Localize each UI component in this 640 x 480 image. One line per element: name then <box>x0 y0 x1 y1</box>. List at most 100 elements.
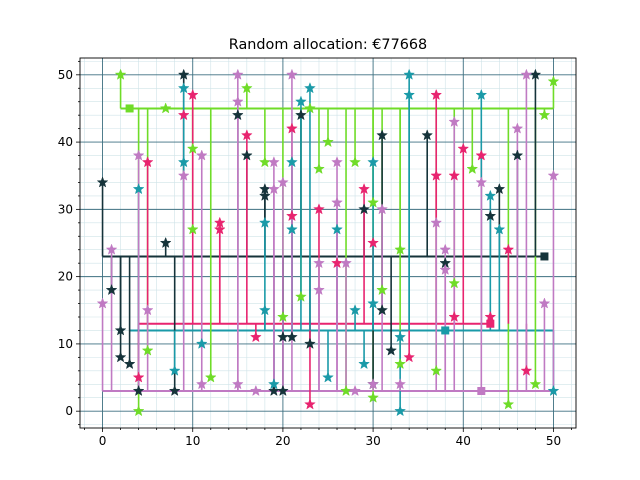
axes: 0 10 20 30 40 50 0 10 20 30 40 50 <box>58 57 577 448</box>
customer-star-marker <box>322 135 334 148</box>
customer-star-marker <box>177 82 190 94</box>
customer-star-marker <box>177 68 190 80</box>
customer-star-marker <box>457 142 470 154</box>
customer-star-marker <box>295 108 307 121</box>
customer-star-marker <box>304 82 316 94</box>
customer-star-marker <box>430 169 443 181</box>
customer-star-marker <box>511 122 524 134</box>
customer-star-marker <box>267 384 280 397</box>
customer-star-marker <box>304 102 316 114</box>
customer-star-marker <box>105 243 118 255</box>
customer-star-marker <box>186 88 199 101</box>
customer-star-marker <box>267 182 280 195</box>
customer-star-marker <box>159 236 172 249</box>
customer-star-marker <box>511 149 524 161</box>
customer-star-marker <box>267 378 280 390</box>
customer-star-marker <box>358 203 370 215</box>
x-tick-label: 0 <box>99 434 107 448</box>
customer-star-marker <box>376 304 389 316</box>
y-tick-label: 10 <box>58 337 73 351</box>
customer-star-marker <box>114 68 127 80</box>
customer-star-marker <box>295 290 307 302</box>
customer-star-marker <box>421 129 434 141</box>
customer-star-marker <box>493 223 506 235</box>
customer-star-marker <box>547 384 560 397</box>
customer-star-marker <box>376 129 389 141</box>
customer-star-marker <box>448 310 461 323</box>
customer-star-marker <box>204 371 217 383</box>
customer-star-marker <box>231 68 244 80</box>
customer-star-marker <box>430 88 443 101</box>
customer-star-marker <box>195 149 208 161</box>
customer-star-marker <box>96 176 109 188</box>
axes-frame <box>79 57 577 429</box>
customer-star-marker <box>286 122 298 134</box>
customer-star-marker <box>240 129 253 141</box>
customer-star-marker <box>304 398 316 410</box>
customer-star-marker <box>439 243 452 255</box>
customer-star-marker <box>114 351 127 363</box>
customer-star-marker <box>475 176 488 188</box>
facility-marker <box>477 387 486 395</box>
customer-star-marker <box>286 68 298 80</box>
customer-star-marker <box>267 156 280 168</box>
customer-star-marker <box>367 236 379 249</box>
customer-star-marker <box>231 378 244 390</box>
customer-star-marker <box>304 337 316 349</box>
customer-star-marker <box>168 384 181 397</box>
customer-star-marker <box>430 364 443 376</box>
customer-star-marker <box>249 384 262 397</box>
customer-star-marker <box>394 378 407 390</box>
customer-star-marker <box>240 82 253 94</box>
chart-title: Random allocation: €77668 <box>229 37 427 53</box>
customer-star-marker <box>159 102 172 114</box>
customer-star-marker <box>132 182 145 195</box>
facility-marker <box>486 319 495 328</box>
customer-star-marker <box>141 304 154 316</box>
customer-star-marker <box>529 378 542 390</box>
customer-star-marker <box>286 223 298 235</box>
customer-star-marker <box>520 68 533 80</box>
customer-star-marker <box>484 310 497 323</box>
customer-star-marker <box>96 297 109 309</box>
x-tick-label: 30 <box>365 434 380 448</box>
customer-star-marker <box>195 337 208 349</box>
customer-star-marker <box>105 283 118 296</box>
customer-star-marker <box>340 384 352 397</box>
customer-star-marker <box>403 88 416 101</box>
customer-star-marker <box>331 196 343 208</box>
customer-star-marker <box>547 169 560 181</box>
customer-star-marker <box>547 75 560 87</box>
y-tick-label: 40 <box>58 135 73 149</box>
customer-star-marker <box>367 391 379 403</box>
customer-star-marker <box>322 371 334 383</box>
facility-marker <box>540 252 549 261</box>
customer-star-marker <box>475 149 488 161</box>
customer-star-marker <box>349 384 361 397</box>
facility-markers <box>125 104 549 395</box>
y-tick-label: 0 <box>65 404 73 418</box>
customer-star-marker <box>177 156 190 168</box>
customer-star-marker <box>466 162 479 175</box>
customer-star-marker <box>277 176 289 188</box>
customer-star-marker <box>313 162 325 175</box>
customer-star-marker <box>286 209 298 222</box>
customer-star-marker <box>448 277 461 289</box>
customer-star-marker <box>141 344 154 356</box>
customer-star-marker <box>249 330 262 343</box>
x-tick-label: 40 <box>456 434 471 448</box>
customer-star-marker <box>240 149 253 161</box>
customer-star-marker <box>394 357 407 370</box>
y-tick-label: 30 <box>58 202 73 216</box>
y-tick-label: 50 <box>58 68 73 82</box>
customer-star-marker <box>132 404 145 417</box>
customer-star-marker <box>439 263 452 275</box>
customer-star-marker <box>313 203 325 215</box>
customer-star-marker <box>177 169 190 181</box>
customer-star-marker <box>286 330 298 343</box>
customer-star-marker <box>520 364 533 376</box>
customer-star-marker <box>448 169 461 181</box>
customer-star-marker <box>403 68 416 80</box>
customer-star-marker <box>186 142 199 154</box>
